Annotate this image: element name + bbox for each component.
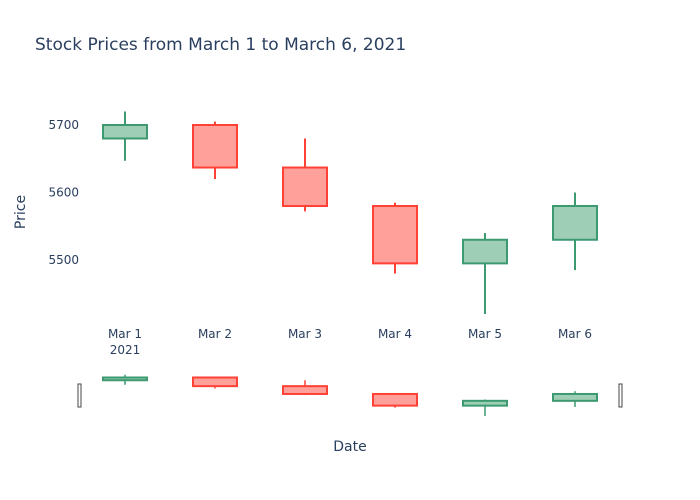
candle-body <box>282 166 328 207</box>
x-tick-label: Mar 5 <box>468 327 502 341</box>
range-slider-candle-body <box>462 399 508 407</box>
chart-title: Stock Prices from March 1 to March 6, 20… <box>35 35 406 55</box>
x-axis-title: Date <box>333 439 366 455</box>
y-tick-label: 5500 <box>48 253 79 267</box>
candle[interactable] <box>372 202 418 274</box>
x-tick-label: Mar 6 <box>558 327 592 341</box>
candle-body <box>102 124 148 140</box>
range-slider-candle-body <box>372 392 418 407</box>
x-tick-label: Mar 1 <box>108 327 142 341</box>
candles <box>102 111 598 314</box>
range-slider-candle <box>192 376 238 389</box>
x-axis-year-label: 2021 <box>110 343 141 357</box>
range-slider-candle-body <box>552 392 598 402</box>
range-slider-candle <box>552 391 598 408</box>
candle-body <box>372 205 418 265</box>
y-tick-label: 5700 <box>48 118 79 132</box>
candle[interactable] <box>192 121 238 179</box>
range-slider-candle <box>372 392 418 408</box>
x-tick-label: Mar 4 <box>378 327 412 341</box>
range-slider-candle-body <box>102 376 148 382</box>
range-slider-candle <box>462 399 508 416</box>
y-tick-label: 5600 <box>48 186 79 200</box>
x-tick-label: Mar 3 <box>288 327 322 341</box>
candle[interactable] <box>282 138 328 212</box>
x-tick-label: Mar 2 <box>198 327 232 341</box>
y-axis-ticks: 5500 5600 5700 <box>48 118 79 267</box>
range-slider-candle <box>102 374 148 385</box>
range-slider-candle-body <box>282 385 328 395</box>
x-axis-ticks: Mar 1 Mar 2 Mar 3 Mar 4 Mar 5 Mar 6 <box>108 327 592 341</box>
range-slider-right-handle[interactable] <box>618 383 623 408</box>
range-slider-candle-body <box>192 376 238 388</box>
candle[interactable] <box>462 233 508 314</box>
range-slider-candle <box>282 380 328 396</box>
candle-body <box>192 124 238 169</box>
candle[interactable] <box>552 192 598 271</box>
range-slider[interactable] <box>102 374 598 416</box>
y-axis-title: Price <box>13 195 29 229</box>
candle[interactable] <box>102 111 148 161</box>
candle-body <box>462 238 508 265</box>
range-slider-left-handle[interactable] <box>77 383 82 408</box>
candle-body <box>552 205 598 241</box>
